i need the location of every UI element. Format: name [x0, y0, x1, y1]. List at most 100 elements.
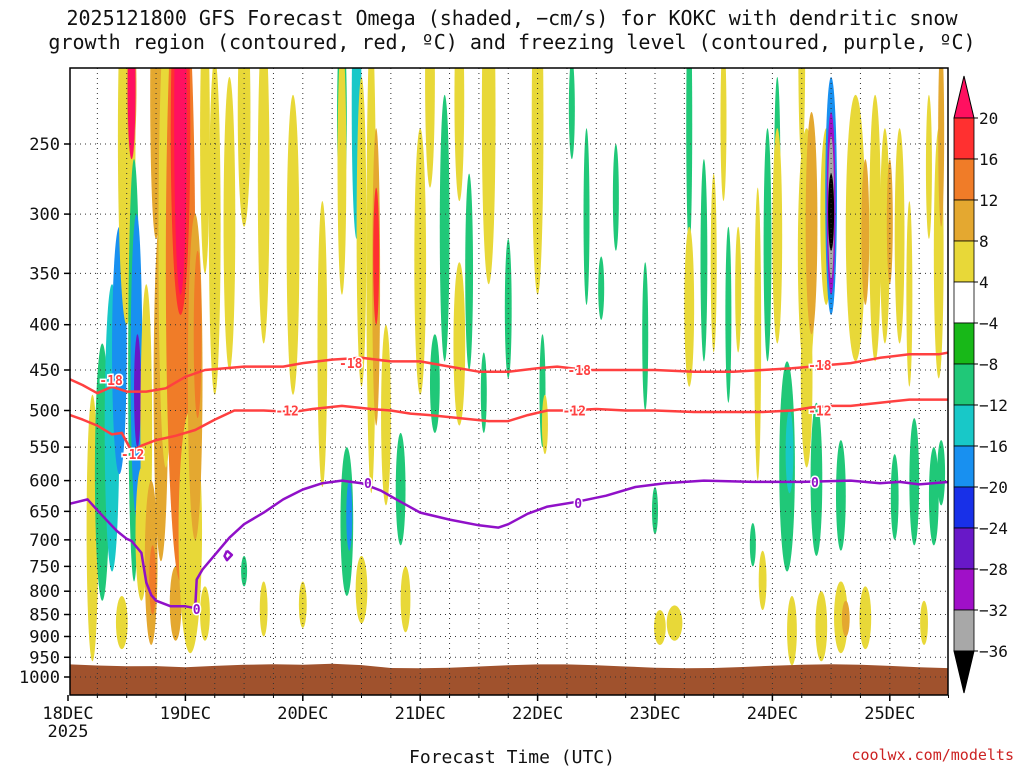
x-axis-label: Forecast Time (UTC) [409, 747, 615, 768]
credit-link[interactable]: coolwx.com/modelts [851, 746, 1014, 764]
colorbar-segment-4 [953, 240, 975, 283]
colorbar-label-6: −8 [979, 355, 998, 374]
x-tick-label-19DEC: 19DEC [160, 704, 211, 724]
omega-cell-24 [193, 250, 202, 419]
contour-label-0-0: 0 [193, 603, 201, 618]
omega-cell-39 [346, 480, 353, 551]
axes: 2503003504004505005506006507007508008509… [19, 67, 949, 742]
omega-cell-78 [754, 187, 762, 481]
colorbar-label-13: −36 [979, 642, 1008, 661]
omega-cell-76 [735, 226, 742, 353]
omega-cell-82 [772, 128, 783, 344]
colorbar-segment-5 [953, 281, 975, 324]
omega-cell-99 [841, 600, 850, 637]
omega-cell-84 [785, 410, 794, 494]
omega-cell-46 [381, 324, 391, 506]
omega-cell-68 [654, 609, 666, 645]
x-tick-sublabel-18DEC: 2025 [48, 722, 89, 742]
omega-cell-61 [541, 394, 548, 455]
omega-cell-26 [200, 586, 210, 641]
y-tick-label-600: 600 [29, 472, 60, 492]
omega-cell-4 [115, 595, 128, 650]
omega-cell-96 [828, 173, 835, 251]
plot-frame [69, 67, 949, 696]
omega-cell-62 [568, 68, 575, 160]
colorbar-label-4: 4 [979, 273, 989, 292]
y-tick-label-1000: 1000 [19, 668, 60, 688]
colorbar-label-7: −12 [979, 396, 1008, 415]
omega-shading [86, 68, 946, 666]
x-tick-label-18DEC: 18DEC [42, 704, 93, 724]
colorbar-label-3: 8 [979, 232, 989, 251]
x-tick-label-25DEC: 25DEC [864, 704, 915, 724]
omega-cell-108 [906, 201, 913, 387]
omega-cell-74 [720, 68, 727, 202]
omega-cell-77 [749, 523, 756, 567]
omega-cell-48 [400, 566, 411, 633]
colorbar-label-9: −20 [979, 478, 1008, 497]
omega-cell-107 [894, 128, 905, 344]
omega-cell-14 [149, 545, 157, 615]
omega-cell-63 [583, 128, 590, 305]
chart-title: 2025121800 GFS Forecast Omega (shaded, −… [0, 6, 1024, 54]
omega-cell-28 [223, 76, 236, 370]
colorbar-label-11: −28 [979, 560, 1008, 579]
contour-label-0-2: 0 [574, 497, 582, 512]
colorbar-segment-10 [953, 486, 975, 529]
omega-cell-37 [337, 68, 347, 295]
colorbar-top-arrow [953, 75, 975, 119]
omega-cell-98 [834, 581, 848, 654]
omega-cell-89 [805, 111, 818, 335]
colorbar-label-8: −16 [979, 437, 1008, 456]
omega-cell-64 [598, 256, 605, 320]
contour-label--12-0: -12 [121, 448, 144, 463]
omega-cell-34 [298, 581, 307, 628]
omega-cell-52 [439, 94, 450, 362]
omega-cell-112 [928, 447, 939, 546]
colorbar-segment-11 [953, 527, 975, 570]
contour-line--12 [70, 398, 948, 453]
y-tick-label-400: 400 [29, 316, 60, 336]
omega-cell-25 [200, 68, 210, 274]
omega-cell-67 [652, 486, 658, 535]
contour-label-0-3: 0 [811, 476, 819, 491]
colorbar-segment-6 [953, 322, 975, 365]
omega-cell-54 [454, 68, 465, 202]
chart-title-line2: growth region (contoured, red, ºC) and f… [48, 30, 976, 54]
contour-label--12-3: -12 [808, 405, 831, 420]
colorbar-label-12: −32 [979, 601, 1008, 620]
omega-cell-45 [373, 187, 380, 325]
omega-cell-55 [465, 173, 474, 370]
omega-cell-50 [425, 68, 435, 188]
omega-cell-111 [925, 94, 932, 239]
omega-cell-72 [700, 159, 708, 362]
omega-cell-49 [414, 128, 427, 395]
omega-cell-101 [861, 159, 870, 305]
x-tick-label-22DEC: 22DEC [512, 704, 563, 724]
omega-cell-59 [531, 68, 544, 295]
omega-cell-66 [642, 262, 649, 411]
omega-cell-109 [909, 418, 920, 546]
omega-cell-42 [355, 556, 368, 624]
ground-fill [70, 663, 948, 695]
colorbar-segment-7 [953, 363, 975, 406]
y-tick-label-450: 450 [29, 361, 60, 381]
colorbar-label-10: −24 [979, 519, 1008, 538]
contour-line-0-small [223, 549, 234, 562]
omega-cell-33 [286, 94, 300, 395]
omega-cell-110 [920, 600, 928, 645]
omega-cell-103 [869, 94, 881, 362]
omega-cell-41 [356, 76, 367, 387]
contour-label--18-3: -18 [808, 359, 832, 374]
colorbar-label-1: 16 [979, 150, 998, 169]
temperature-contours: -18 -18 -18 -18 -12 -12 -12 -12 0 0 0 0 [70, 351, 948, 620]
y-tick-label-800: 800 [29, 582, 60, 602]
omega-cell-57 [481, 68, 496, 285]
omega-cell-104 [880, 128, 890, 344]
omega-cell-105 [886, 159, 893, 285]
colorbar-segment-1 [953, 117, 975, 160]
y-tick-label-550: 550 [29, 438, 60, 458]
omega-cell-51 [429, 334, 440, 433]
contour-label--18-2: -18 [567, 364, 591, 379]
contour-label--12-1: -12 [275, 405, 298, 420]
